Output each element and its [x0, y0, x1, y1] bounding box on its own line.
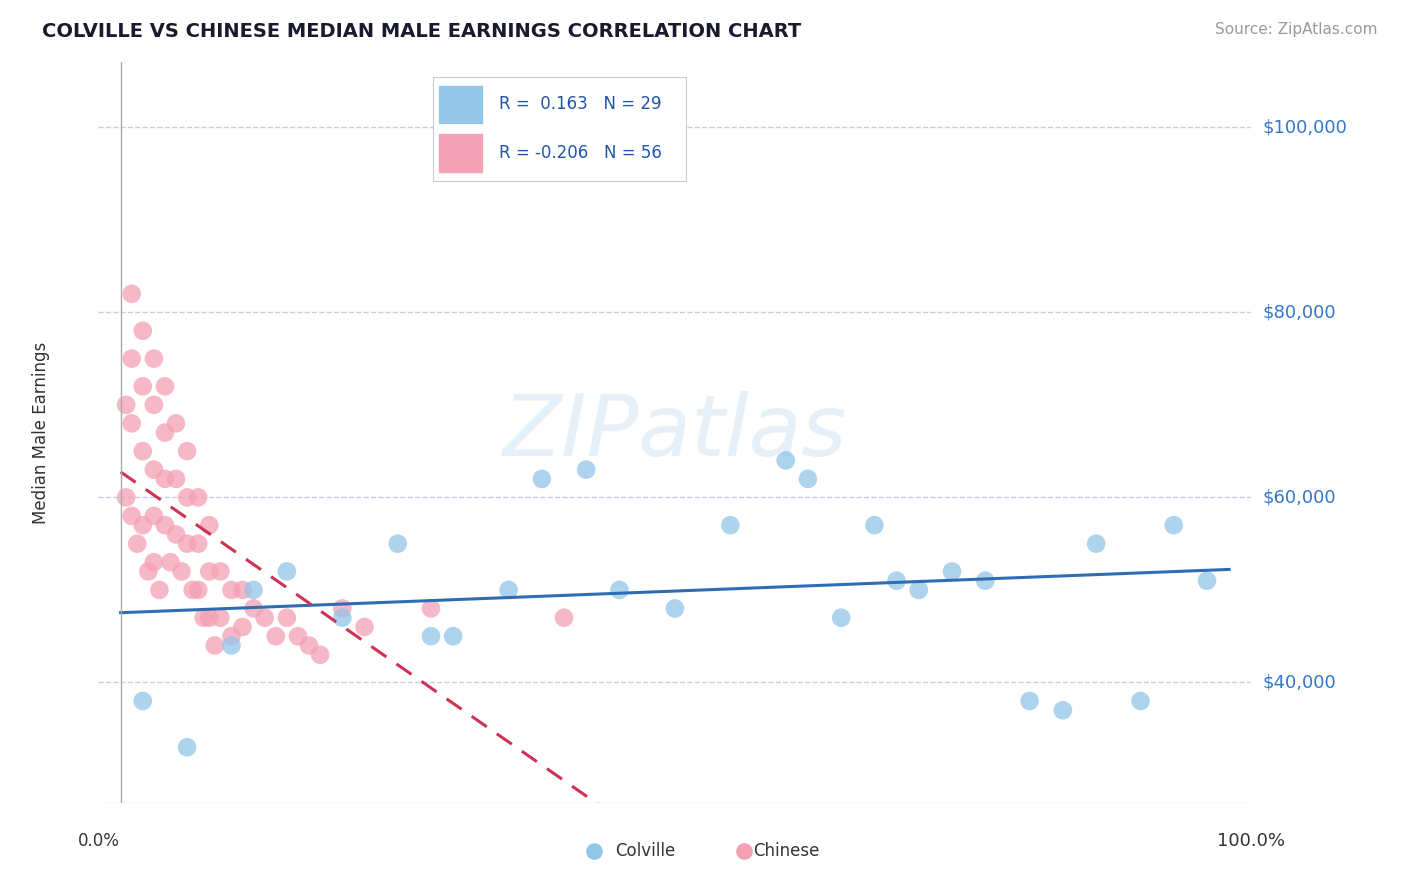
Point — [907, 582, 929, 597]
Point — [420, 629, 443, 643]
Point — [553, 610, 575, 624]
Point — [165, 417, 187, 431]
Point — [132, 694, 155, 708]
Point — [353, 620, 375, 634]
Point — [276, 610, 298, 624]
Text: Colville: Colville — [614, 842, 675, 860]
Point — [1195, 574, 1218, 588]
Point — [165, 527, 187, 541]
Point — [775, 453, 797, 467]
Point — [287, 629, 309, 643]
Point — [142, 398, 165, 412]
Point — [142, 462, 165, 476]
Point — [242, 601, 264, 615]
Point — [132, 379, 155, 393]
Point — [198, 518, 221, 533]
Point — [797, 472, 820, 486]
Point — [165, 472, 187, 486]
Text: $100,000: $100,000 — [1263, 119, 1347, 136]
Point — [176, 444, 198, 458]
Point — [176, 491, 198, 505]
Point — [142, 351, 165, 366]
Point — [181, 582, 204, 597]
Point — [1052, 703, 1074, 717]
Point — [974, 574, 997, 588]
Point — [330, 610, 353, 624]
Point — [863, 518, 886, 533]
Point — [193, 610, 215, 624]
Point — [153, 518, 176, 533]
Point — [298, 639, 321, 653]
Point — [1129, 694, 1152, 708]
Point — [198, 610, 221, 624]
Text: $60,000: $60,000 — [1263, 489, 1336, 507]
Point — [718, 518, 741, 533]
Text: ZIPatlas: ZIPatlas — [503, 391, 846, 475]
Point — [176, 740, 198, 755]
Point — [276, 565, 298, 579]
Point — [121, 351, 143, 366]
Text: 0.0%: 0.0% — [77, 832, 120, 850]
Point — [231, 620, 254, 634]
Point — [115, 491, 138, 505]
Point — [127, 536, 149, 550]
Point — [830, 610, 852, 624]
Text: Chinese: Chinese — [754, 842, 820, 860]
Point — [153, 425, 176, 440]
Point — [1163, 518, 1185, 533]
Point — [1018, 694, 1040, 708]
Text: COLVILLE VS CHINESE MEDIAN MALE EARNINGS CORRELATION CHART: COLVILLE VS CHINESE MEDIAN MALE EARNINGS… — [42, 22, 801, 41]
Point — [142, 508, 165, 523]
Point — [132, 444, 155, 458]
Point — [609, 582, 631, 597]
Point — [132, 324, 155, 338]
Point — [221, 629, 243, 643]
Point — [253, 610, 276, 624]
Point — [330, 601, 353, 615]
Point — [420, 601, 443, 615]
Point — [121, 508, 143, 523]
Point — [530, 472, 553, 486]
Text: $80,000: $80,000 — [1263, 303, 1336, 321]
Point — [187, 491, 209, 505]
Point — [121, 417, 143, 431]
Point — [221, 639, 243, 653]
Point — [387, 536, 409, 550]
Point — [441, 629, 464, 643]
Point — [264, 629, 287, 643]
Point — [1085, 536, 1108, 550]
Point — [136, 565, 159, 579]
Point — [886, 574, 908, 588]
Point — [121, 286, 143, 301]
Text: Median Male Earnings: Median Male Earnings — [32, 342, 49, 524]
Point — [153, 379, 176, 393]
Text: 100.0%: 100.0% — [1218, 832, 1285, 850]
Point — [187, 536, 209, 550]
Point — [242, 582, 264, 597]
Point — [148, 582, 170, 597]
Point — [209, 565, 232, 579]
Point — [664, 601, 686, 615]
Point — [170, 565, 193, 579]
Point — [498, 582, 520, 597]
Point — [198, 565, 221, 579]
Point — [132, 518, 155, 533]
Point — [204, 639, 226, 653]
Point — [187, 582, 209, 597]
Point — [231, 582, 254, 597]
Point — [209, 610, 232, 624]
Point — [575, 462, 598, 476]
Point — [142, 555, 165, 569]
Text: $40,000: $40,000 — [1263, 673, 1336, 691]
Point — [309, 648, 332, 662]
Point — [159, 555, 181, 569]
Text: Source: ZipAtlas.com: Source: ZipAtlas.com — [1215, 22, 1378, 37]
Point — [176, 536, 198, 550]
Point — [941, 565, 963, 579]
Point — [115, 398, 138, 412]
Point — [153, 472, 176, 486]
Point — [221, 582, 243, 597]
